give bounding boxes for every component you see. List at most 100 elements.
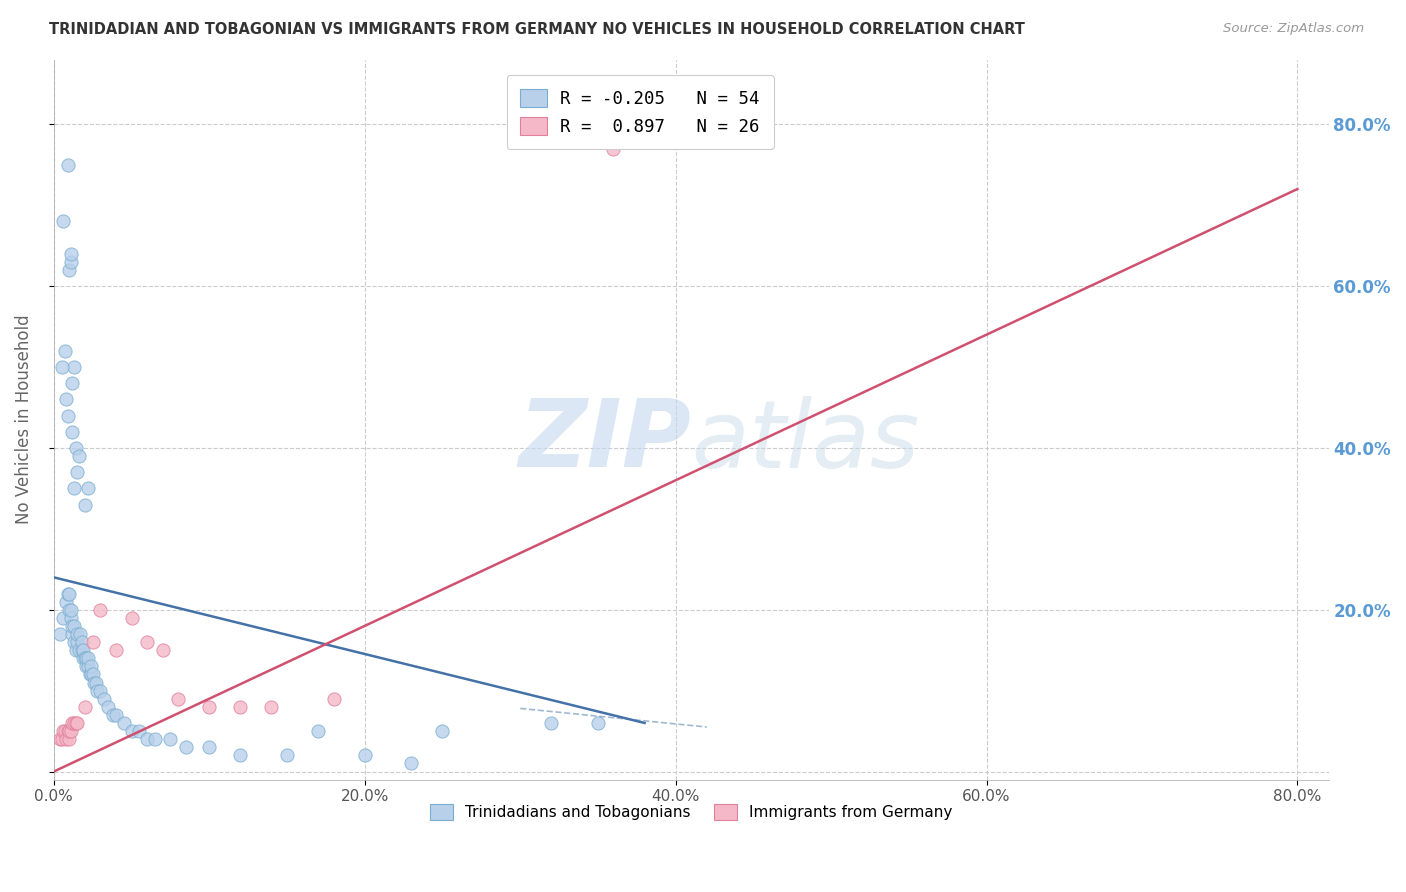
Point [62, 627, 84, 641]
Point [63, 359, 86, 374]
Point [67, 643, 90, 657]
Point [77, 651, 100, 665]
Point [121, 724, 143, 739]
Point [56, 409, 79, 423]
Point [66, 635, 89, 649]
Point [55, 732, 77, 747]
Point [63, 619, 86, 633]
Point [66, 627, 89, 641]
Point [66, 465, 89, 479]
Point [58, 586, 80, 600]
Point [62, 425, 84, 439]
Point [59, 724, 82, 739]
Point [82, 635, 104, 649]
Text: ZIP: ZIP [519, 395, 692, 487]
Y-axis label: No Vehicles in Household: No Vehicles in Household [15, 315, 32, 524]
Point [49, 627, 72, 641]
Point [77, 481, 100, 495]
Point [56, 586, 79, 600]
Point [70, 635, 93, 649]
Point [55, 594, 77, 608]
Point [229, 699, 252, 714]
Point [198, 740, 221, 755]
Point [84, 675, 107, 690]
Point [72, 651, 94, 665]
Text: Source: ZipAtlas.com: Source: ZipAtlas.com [1223, 22, 1364, 36]
Point [58, 732, 80, 747]
Point [80, 659, 103, 673]
Point [401, 756, 423, 771]
Point [307, 724, 329, 739]
Point [79, 667, 101, 681]
Point [101, 707, 124, 722]
Point [53, 343, 76, 358]
Point [89, 683, 111, 698]
Point [540, 716, 562, 731]
Point [59, 611, 82, 625]
Text: TRINIDADIAN AND TOBAGONIAN VS IMMIGRANTS FROM GERMANY NO VEHICLES IN HOUSEHOLD C: TRINIDADIAN AND TOBAGONIAN VS IMMIGRANTS… [49, 22, 1025, 37]
Point [63, 481, 86, 495]
Point [63, 635, 86, 649]
Point [59, 603, 82, 617]
Point [58, 263, 80, 277]
Point [105, 707, 128, 722]
Point [58, 603, 80, 617]
Point [276, 748, 298, 763]
Point [229, 748, 252, 763]
Point [198, 699, 221, 714]
Point [128, 724, 150, 739]
Point [58, 724, 80, 739]
Point [76, 659, 98, 673]
Point [52, 214, 75, 228]
Point [56, 724, 79, 739]
Point [51, 732, 73, 747]
Point [143, 732, 166, 747]
Point [67, 449, 90, 463]
Point [152, 643, 174, 657]
Point [260, 699, 283, 714]
Point [63, 716, 86, 731]
Point [602, 142, 624, 156]
Point [82, 667, 104, 681]
Legend: Trinidadians and Tobagonians, Immigrants from Germany: Trinidadians and Tobagonians, Immigrants… [425, 797, 959, 826]
Point [89, 603, 111, 617]
Point [72, 643, 94, 657]
Point [65, 716, 87, 731]
Point [62, 716, 84, 731]
Point [55, 392, 77, 407]
Point [59, 255, 82, 269]
Point [52, 611, 75, 625]
Point [53, 724, 76, 739]
Point [97, 699, 120, 714]
Point [80, 667, 103, 681]
Point [432, 724, 454, 739]
Point [51, 359, 73, 374]
Point [70, 643, 93, 657]
Point [69, 627, 91, 641]
Point [49, 732, 72, 747]
Point [121, 611, 143, 625]
Point [62, 376, 84, 391]
Point [77, 659, 100, 673]
Point [73, 699, 96, 714]
Point [136, 732, 159, 747]
Point [52, 724, 75, 739]
Point [159, 732, 181, 747]
Point [322, 691, 344, 706]
Point [66, 716, 89, 731]
Point [86, 683, 108, 698]
Point [105, 643, 128, 657]
Point [83, 675, 105, 690]
Point [112, 716, 135, 731]
Point [353, 748, 375, 763]
Point [586, 716, 609, 731]
Point [65, 643, 87, 657]
Point [65, 441, 87, 455]
Point [62, 619, 84, 633]
Point [56, 158, 79, 172]
Point [76, 651, 98, 665]
Point [73, 498, 96, 512]
Point [174, 740, 197, 755]
Text: atlas: atlas [692, 396, 920, 487]
Point [167, 691, 190, 706]
